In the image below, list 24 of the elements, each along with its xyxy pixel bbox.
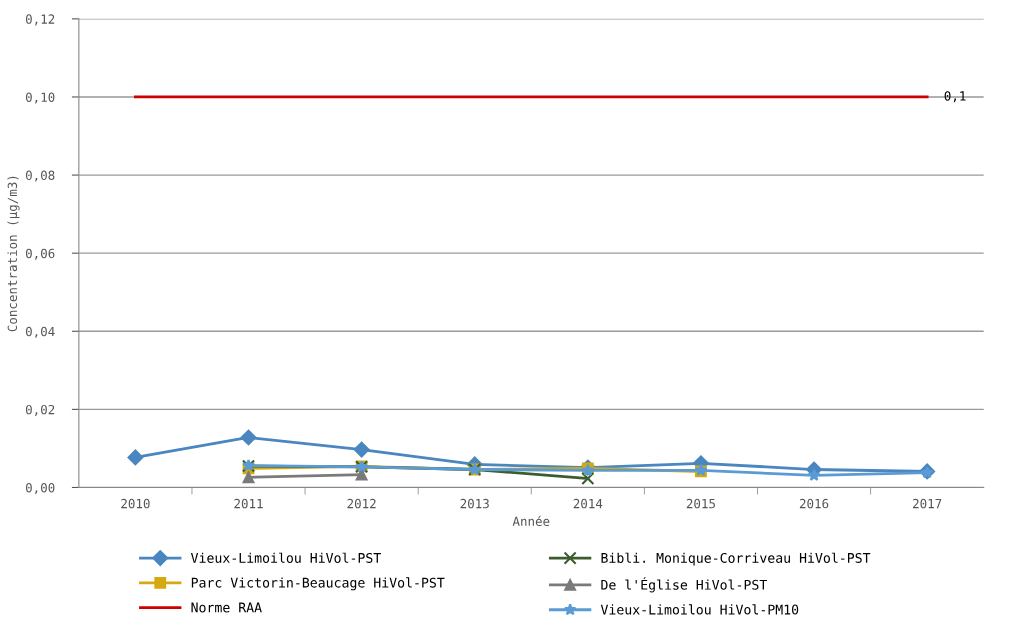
x-tick-label: 2016 <box>799 498 829 509</box>
y-tick-label: 0,12 <box>25 14 55 26</box>
x-tick-label: 2013 <box>460 498 489 509</box>
legend-label: Vieux-Limoilou HiVol-PST <box>190 552 381 563</box>
legend-label: Bibli. Monique-Corriveau HiVol-PST <box>601 552 871 566</box>
x-axis-title: Année <box>512 515 550 527</box>
legend-label: De l'Église HiVol-PST <box>601 577 767 593</box>
y-tick-label: 0,02 <box>25 404 55 416</box>
x-tick-label: 2017 <box>913 498 942 509</box>
x-tick-label: 2015 <box>686 498 715 509</box>
legend-label: Norme RAA <box>191 602 262 613</box>
x-tick-label: 2010 <box>121 498 150 509</box>
x-tick-label: 2011 <box>234 498 263 509</box>
y-tick-label: 0,06 <box>25 248 55 260</box>
data-label: 0,1 <box>944 91 966 103</box>
y-tick-label: 0,00 <box>25 482 55 495</box>
y-tick-label: 0,08 <box>25 170 55 182</box>
y-tick-label: 0,10 <box>25 92 55 104</box>
y-axis-title: Concentration (µg/m3) <box>7 176 20 332</box>
x-tick-label: 2014 <box>573 498 603 509</box>
legend-label: Parc Victorin-Beaucage HiVol-PST <box>191 577 445 591</box>
y-tick-label: 0,04 <box>25 326 55 338</box>
legend-label: Vieux-Limoilou HiVol-PM10 <box>600 604 799 615</box>
x-tick-label: 2012 <box>347 498 376 509</box>
